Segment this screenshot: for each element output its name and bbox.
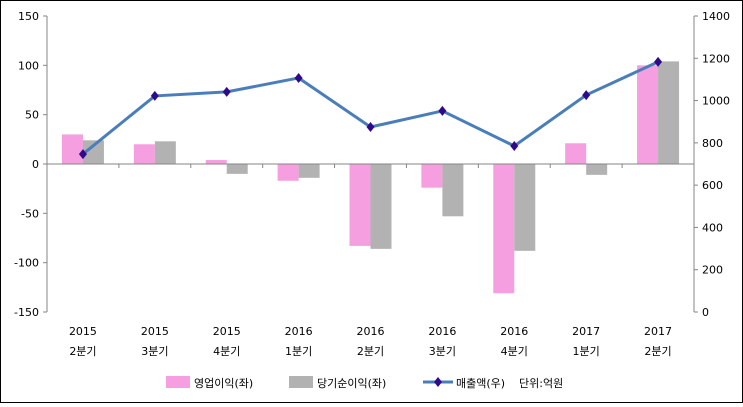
x-tick-quarter: 4분기 — [213, 345, 240, 358]
x-tick-year: 2015 — [213, 325, 241, 338]
right-tick-label: 0 — [702, 306, 709, 319]
bar-operating-profit — [133, 144, 155, 164]
bar-net-income — [586, 164, 608, 175]
x-tick-quarter: 3분기 — [141, 345, 168, 358]
bar-net-income — [658, 61, 680, 164]
bar-net-income — [442, 164, 464, 217]
right-tick-label: 1000 — [702, 95, 730, 108]
legend-label-operating-profit: 영업이익(좌) — [194, 377, 253, 390]
bar-operating-profit — [637, 65, 659, 164]
bar-net-income — [226, 164, 248, 174]
x-tick-quarter: 2분기 — [644, 345, 671, 358]
x-tick-quarter: 2분기 — [357, 345, 384, 358]
revenue-marker — [294, 72, 303, 83]
x-tick-quarter: 1분기 — [285, 345, 312, 358]
bar-operating-profit — [349, 164, 371, 246]
legend-swatch-operating-profit — [166, 376, 190, 388]
bar-net-income — [154, 141, 176, 164]
x-tick-year: 2017 — [644, 325, 672, 338]
x-tick-quarter: 3분기 — [429, 345, 456, 358]
legend-unit-note: 단위:억원 — [519, 377, 563, 390]
bar-net-income — [514, 164, 536, 251]
bar-operating-profit — [277, 164, 299, 181]
right-tick-label: 200 — [702, 264, 723, 277]
revenue-marker — [582, 90, 591, 101]
revenue-marker — [78, 149, 87, 160]
bar-net-income — [82, 140, 104, 164]
legend-label-revenue: 매출액(우) — [456, 377, 505, 390]
x-tick-year: 2016 — [357, 325, 385, 338]
right-tick-label: 1200 — [702, 52, 730, 65]
x-tick-quarter: 2분기 — [69, 345, 96, 358]
left-tick-label: 150 — [18, 10, 39, 23]
x-tick-year: 2015 — [141, 325, 169, 338]
bar-operating-profit — [205, 160, 227, 164]
x-tick-year: 2015 — [69, 325, 97, 338]
x-tick-year: 2016 — [285, 325, 313, 338]
left-tick-label: -150 — [14, 306, 39, 319]
left-tick-label: -100 — [14, 257, 39, 270]
bar-operating-profit — [565, 143, 587, 164]
revenue-marker — [366, 122, 375, 132]
x-tick-year: 2017 — [572, 325, 600, 338]
left-tick-label: 0 — [32, 158, 39, 171]
line-revenue — [82, 60, 659, 156]
bar-net-income — [370, 164, 392, 249]
bar-operating-profit — [421, 164, 443, 188]
bar-operating-profit — [61, 134, 83, 164]
bar-net-income — [298, 164, 320, 178]
revenue-marker — [438, 105, 447, 116]
bar-operating-profit — [493, 164, 515, 294]
left-tick-label: 50 — [25, 109, 39, 122]
left-tick-label: -50 — [21, 207, 39, 220]
right-tick-label: 400 — [702, 221, 723, 234]
right-tick-label: 1400 — [702, 10, 730, 23]
revenue-marker — [510, 141, 519, 152]
x-tick-quarter: 1분기 — [573, 345, 600, 358]
legend-label-net-income: 당기순이익(좌) — [317, 377, 386, 390]
right-tick-label: 600 — [702, 179, 723, 192]
left-tick-label: 100 — [18, 59, 39, 72]
revenue-marker — [654, 56, 663, 67]
legend-marker-revenue — [434, 377, 442, 387]
revenue-marker — [222, 86, 231, 97]
x-tick-year: 2016 — [428, 325, 456, 338]
revenue-marker — [150, 90, 159, 101]
x-tick-quarter: 4분기 — [501, 345, 528, 358]
x-tick-year: 2016 — [500, 325, 528, 338]
legend-swatch-net-income — [289, 376, 313, 388]
right-tick-label: 800 — [702, 137, 723, 150]
